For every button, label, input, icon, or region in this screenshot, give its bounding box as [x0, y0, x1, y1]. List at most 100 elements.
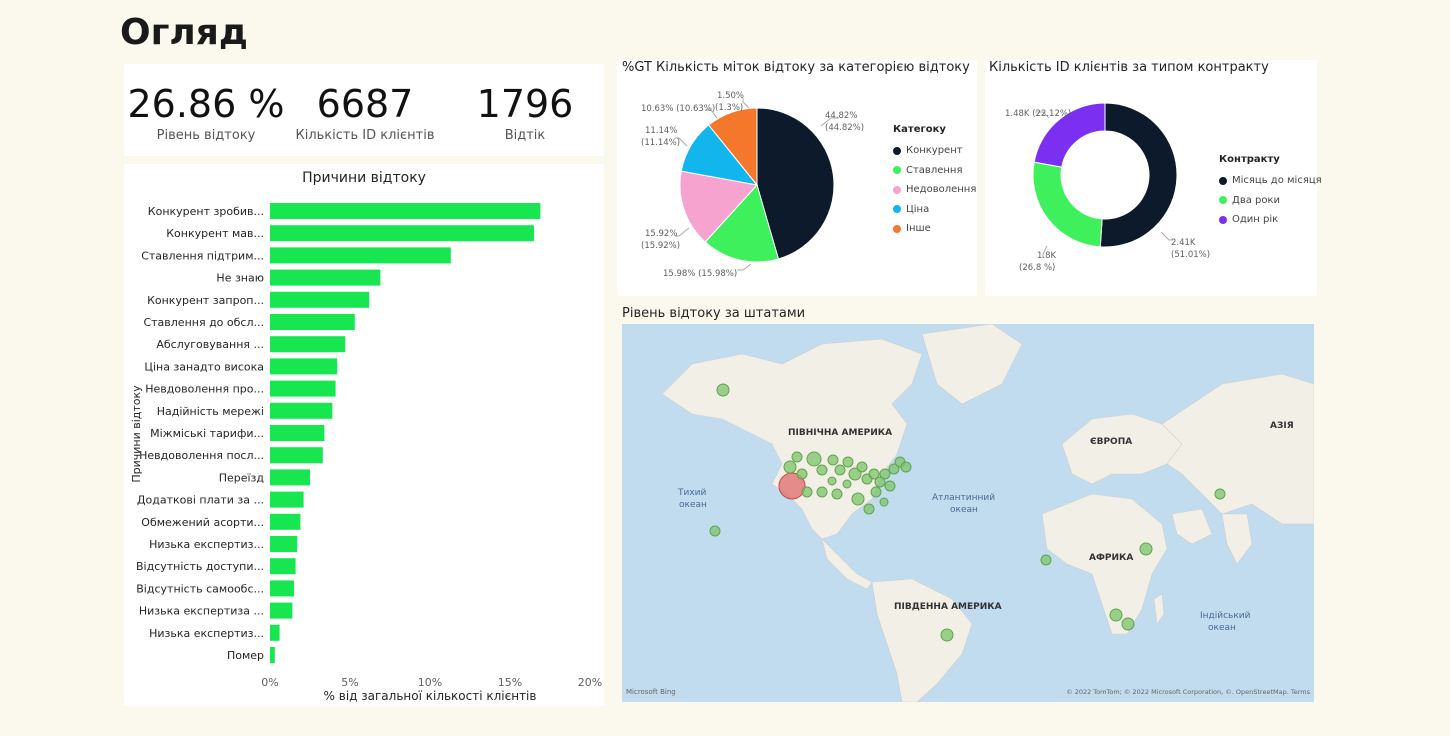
bar-category-label: Відсутність самообс...	[136, 582, 264, 595]
pie-label: 44.82%	[825, 111, 857, 121]
map-label: океан	[950, 505, 978, 515]
donut-slice[interactable]	[1032, 161, 1103, 248]
churn-by-state-map[interactable]: ПІВНІЧНА АМЕРИКА ПІВДЕННА АМЕРИКА ЄВРОПА…	[622, 324, 1314, 702]
bar[interactable]	[270, 558, 296, 575]
map-label: ЄВРОПА	[1090, 437, 1132, 447]
bar[interactable]	[270, 314, 355, 330]
contract-type-donut-chart[interactable]: 2.41K (51.01%) 1.8K (26.8 %) 1.48K (22.1…	[985, 78, 1317, 294]
bar[interactable]	[270, 203, 541, 219]
bar[interactable]	[270, 291, 370, 308]
x-tick-label: 10%	[418, 676, 442, 689]
map-attribution[interactable]: © 2022 TomTom; © 2022 Microsoft Corporat…	[1066, 688, 1310, 696]
legend-item[interactable]: Інше	[893, 219, 976, 239]
map-marker[interactable]	[783, 460, 797, 474]
map-marker[interactable]	[827, 454, 839, 466]
map-marker[interactable]	[842, 479, 852, 489]
map-marker[interactable]	[874, 476, 886, 488]
map-marker[interactable]	[816, 486, 828, 498]
kpi-value: 6687	[316, 82, 414, 126]
bar[interactable]	[270, 380, 336, 397]
legend-dot	[893, 205, 901, 214]
bar[interactable]	[270, 536, 298, 552]
map-marker[interactable]	[1139, 542, 1153, 556]
pie-label: 15.92%	[645, 229, 677, 239]
map-marker[interactable]	[900, 461, 912, 473]
kpi-customer-count[interactable]: 6687 Кількість ID клієнтів	[285, 82, 445, 143]
map-marker[interactable]	[863, 503, 875, 515]
bar[interactable]	[270, 624, 280, 641]
legend-item[interactable]: Місяць до місяця	[1219, 171, 1322, 191]
landmass-asia	[1161, 373, 1314, 525]
map-marker[interactable]	[879, 468, 891, 480]
bar[interactable]	[270, 469, 310, 486]
donut-slice[interactable]	[1033, 102, 1106, 168]
map-marker[interactable]	[879, 497, 889, 507]
bar-category-label: Ціна занадто висока	[144, 360, 264, 373]
map-marker[interactable]	[834, 464, 846, 476]
map-label: Тихий	[677, 488, 707, 498]
map-marker[interactable]	[716, 383, 730, 397]
bar[interactable]	[270, 647, 275, 663]
map-marker[interactable]	[848, 467, 862, 481]
bar-category-label: Ставлення підтрим...	[141, 249, 264, 262]
bar[interactable]	[270, 247, 451, 264]
bar[interactable]	[270, 336, 346, 353]
legend-item[interactable]: Два роки	[1219, 191, 1322, 211]
legend-dot	[893, 146, 901, 155]
bar[interactable]	[270, 425, 325, 441]
pie-slice[interactable]	[756, 107, 835, 260]
chart-title: Причини відтоку	[302, 170, 426, 186]
map-marker[interactable]	[791, 451, 803, 463]
map-labels: ПІВНІЧНА АМЕРИКА ПІВДЕННА АМЕРИКА ЄВРОПА…	[677, 421, 1294, 633]
legend-item[interactable]: Ставлення	[893, 161, 976, 181]
map-marker[interactable]	[1214, 488, 1226, 500]
bar[interactable]	[270, 402, 333, 419]
legend-dot	[893, 166, 901, 175]
map-marker[interactable]	[884, 480, 896, 492]
pie-slice[interactable]	[707, 107, 758, 187]
kpi-card	[124, 64, 604, 156]
bar[interactable]	[270, 513, 301, 530]
bar[interactable]	[270, 602, 293, 619]
map-marker[interactable]	[801, 486, 813, 498]
bar[interactable]	[270, 580, 294, 597]
map-marker[interactable]	[827, 476, 837, 486]
legend-label: Інше	[906, 223, 931, 235]
bar-category-label: Низька експертиз...	[149, 627, 264, 640]
map-marker[interactable]	[851, 492, 865, 506]
reasons-bar-chart[interactable]: Причини відтоку Причини відтоку % від за…	[124, 164, 604, 706]
pie-label: (1.3%)	[715, 103, 743, 113]
pie-slice[interactable]	[704, 184, 780, 263]
legend-item[interactable]: Конкурент	[893, 141, 976, 161]
map-marker[interactable]	[1121, 617, 1135, 631]
kpi-churn-rate[interactable]: 26.86 % Рівень відтоку	[126, 82, 286, 143]
map-marker[interactable]	[831, 488, 843, 500]
map-marker[interactable]	[888, 463, 900, 475]
map-marker[interactable]	[856, 461, 868, 473]
map-marker[interactable]	[806, 451, 822, 467]
pie-slice[interactable]	[679, 170, 758, 243]
kpi-churned[interactable]: 1796 Відтік	[445, 82, 605, 143]
map-marker[interactable]	[796, 468, 808, 480]
landmass-arabia	[1171, 508, 1213, 545]
legend-item[interactable]: Недоволення	[893, 180, 976, 200]
legend-item[interactable]: Один рік	[1219, 210, 1322, 230]
map-marker[interactable]	[842, 456, 854, 468]
bar[interactable]	[270, 269, 381, 286]
bar[interactable]	[270, 358, 338, 375]
churn-category-pie-chart[interactable]: 44.82% (44.82%) 15.98% (15.98%) 15.92% (…	[617, 78, 977, 294]
bar-category-label: Абслуговування ...	[156, 338, 264, 351]
map-marker[interactable]	[1109, 608, 1123, 622]
map-marker[interactable]	[868, 468, 880, 480]
bar[interactable]	[270, 447, 323, 464]
map-marker[interactable]	[709, 525, 721, 537]
map-marker[interactable]	[940, 628, 954, 642]
donut-slice[interactable]	[1099, 102, 1178, 248]
map-marker[interactable]	[870, 486, 882, 498]
legend-item[interactable]: Ціна	[893, 200, 976, 220]
map-marker[interactable]	[1040, 554, 1052, 566]
bar[interactable]	[270, 491, 304, 508]
map-title: Рівень відтоку за штатами	[622, 306, 806, 321]
map-marker[interactable]	[816, 464, 828, 476]
bar[interactable]	[270, 225, 534, 242]
